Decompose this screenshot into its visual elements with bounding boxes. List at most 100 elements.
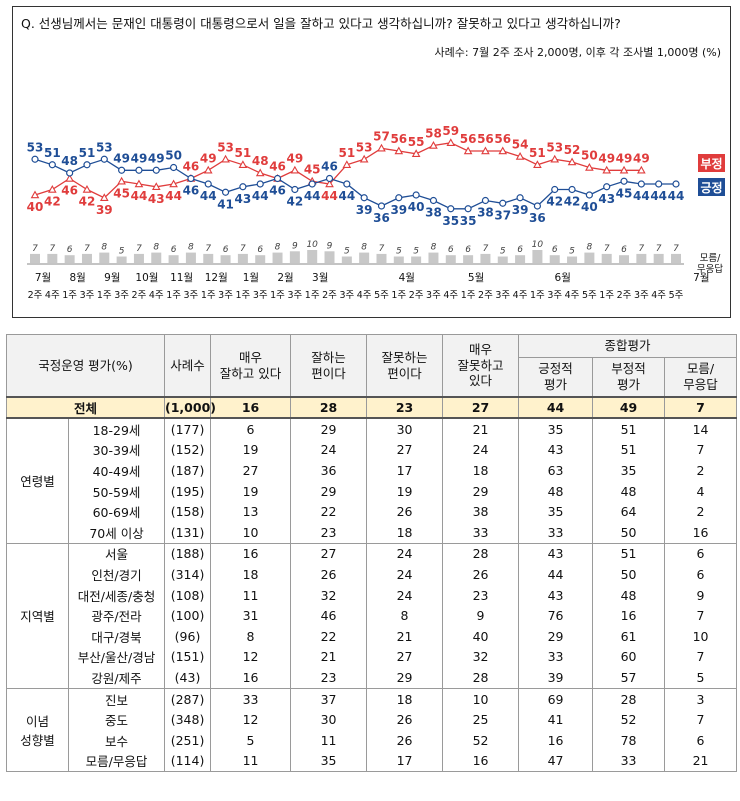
week-tick-label: 4주: [357, 290, 372, 301]
row-value: 76: [518, 605, 594, 626]
unknown-bar: [428, 252, 439, 263]
unknown-data-label: 10: [306, 240, 318, 250]
negative-point: [203, 165, 213, 174]
unknown-bar: [168, 255, 179, 263]
row-value: 16: [592, 605, 666, 626]
row-value: 63: [518, 460, 594, 481]
negative-data-label: 42: [44, 195, 61, 209]
unknown-data-label: 7: [205, 244, 211, 254]
unknown-bar: [220, 255, 231, 263]
negative-data-label: 53: [546, 140, 563, 154]
unknown-data-label: 6: [257, 245, 263, 255]
row-value: 33: [518, 521, 594, 544]
row-value: 26: [366, 729, 444, 751]
negative-line: [34, 142, 642, 199]
row-value: 48: [518, 480, 594, 502]
total-value: 23: [366, 396, 444, 419]
negative-point: [619, 165, 629, 174]
positive-point: [395, 194, 403, 202]
unknown-bar: [359, 252, 370, 263]
positive-data-label: 46: [183, 184, 200, 198]
month-tick-label: 10월: [135, 272, 158, 284]
header-positive: 긍정적 평가: [518, 357, 594, 398]
positive-data-label: 51: [44, 146, 61, 160]
row-value: 27: [210, 460, 292, 481]
positive-data-label: 44: [668, 189, 685, 203]
negative-data-label: 48: [252, 154, 269, 168]
unknown-bar: [445, 255, 456, 263]
row-label: 60-69세: [67, 501, 166, 522]
negative-point: [498, 146, 508, 155]
legend-negative-label: 부정: [700, 156, 722, 171]
negative-point: [151, 182, 161, 191]
row-value: 30: [366, 417, 444, 440]
week-tick-label: 4주: [651, 290, 666, 301]
unknown-data-label: 7: [656, 244, 662, 254]
negative-data-label: 44: [321, 189, 338, 203]
unknown-data-label: 5: [119, 247, 125, 257]
unknown-data-label: 6: [465, 245, 471, 255]
row-value: 6: [664, 564, 738, 585]
unknown-bar: [237, 253, 248, 263]
row-value: 24: [442, 439, 520, 461]
negative-point: [359, 154, 369, 163]
row-value: 69: [518, 687, 594, 710]
positive-point: [429, 196, 438, 205]
month-tick-label: 12월: [205, 272, 228, 284]
week-tick-label: 2주: [132, 290, 147, 301]
row-sample-size: (314): [164, 564, 212, 585]
row-value: 6: [210, 417, 292, 440]
positive-data-label: 48: [61, 154, 78, 168]
row-value: 2: [664, 501, 738, 522]
chart-subtitle: 사례수: 7월 2주 조사 2,000명, 이후 각 조사별 1,000명 (%…: [435, 46, 721, 59]
row-sample-size: (187): [164, 460, 212, 481]
row-value: 41: [518, 709, 594, 730]
positive-point: [221, 188, 230, 196]
positive-data-label: 37: [494, 208, 511, 222]
row-value: 78: [592, 729, 666, 751]
positive-point: [169, 163, 178, 172]
row-value: 13: [210, 501, 292, 522]
approval-trend-chart: Q. 선생님께서는 문재인 대통령이 대통령으로서 일을 잘하고 있다고 생각하…: [21, 16, 725, 301]
negative-point: [637, 165, 646, 174]
positive-point: [516, 194, 524, 202]
week-tick-label: 1주: [305, 290, 320, 301]
negative-point: [290, 165, 300, 174]
positive-point: [412, 191, 420, 199]
unknown-bar: [341, 256, 352, 263]
unknown-bar: [255, 255, 266, 263]
week-tick-label: 3주: [218, 290, 233, 301]
header-sample-size: 사례수: [164, 334, 212, 398]
week-tick-label: 4주: [513, 290, 528, 301]
unknown-data-label: 7: [32, 244, 38, 254]
unknown-data-label: 5: [344, 247, 350, 257]
table-row: 30-39세 (152) 19 24 27 24 43 51 7: [7, 439, 738, 461]
negative-data-label: 57: [373, 129, 390, 143]
row-value: 47: [518, 750, 594, 773]
week-tick-label: 3주: [184, 290, 199, 301]
row-value: 22: [290, 625, 368, 647]
positive-point: [499, 199, 507, 207]
positive-point: [31, 155, 39, 163]
week-tick-label: 4주: [443, 290, 458, 301]
week-tick-label: 1주: [62, 290, 77, 301]
positive-point: [118, 166, 126, 174]
week-tick-label: 2주: [478, 290, 493, 301]
chart-title: Q. 선생님께서는 문재인 대통령이 대통령으로서 일을 잘하고 있다고 생각하…: [21, 16, 621, 31]
positive-data-label: 38: [425, 206, 442, 220]
negative-data-label: 56: [460, 132, 477, 146]
month-tick-label: 2월: [277, 272, 293, 284]
week-tick-label: 3주: [114, 290, 129, 301]
positive-point: [187, 174, 195, 183]
unknown-data-label: 6: [552, 245, 558, 255]
row-value: 7: [664, 439, 738, 461]
unknown-data-label: 7: [136, 244, 142, 254]
positive-point: [48, 161, 56, 169]
row-value: 52: [442, 729, 520, 751]
header-very-good: 매우 잘하고 있다: [210, 334, 292, 398]
unknown-bar: [289, 251, 300, 263]
unknown-bar: [99, 252, 110, 263]
row-sample-size: (188): [164, 542, 212, 565]
row-value: 5: [210, 729, 292, 751]
row-value: 57: [592, 667, 666, 689]
